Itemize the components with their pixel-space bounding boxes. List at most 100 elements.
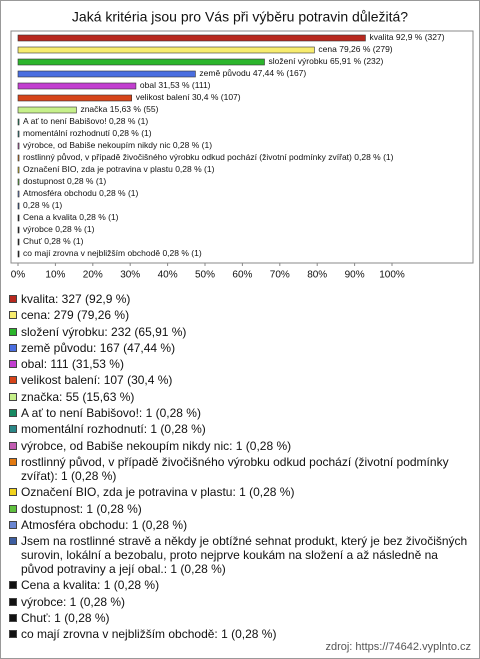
legend-label: co mají zrovna v nejbližším obchodě: 1 (… (21, 627, 277, 642)
legend-label: rostlinný původ, v případě živočišného v… (21, 454, 449, 483)
legend-entry: cena: 279 (79,26 %) (9, 308, 471, 322)
legend-label: Jsem na rostlinné stravě a někdy je obtí… (21, 534, 468, 577)
bar (17, 46, 315, 54)
value-label: 0,28 % (1) (55, 224, 94, 234)
legend-swatch (9, 327, 17, 336)
chart: Jaká kritéria jsou pro Vás při výběru po… (10, 9, 474, 281)
value-label: 0,28 % (1) (79, 212, 118, 222)
legend-entry: značka: 55 (15,63 %) (9, 390, 471, 404)
legend-entry: složení výrobku: 232 (65,91 %) (9, 325, 471, 339)
legend-swatch (9, 360, 17, 369)
legend-swatch (9, 343, 17, 352)
legend-entry: obal: 111 (31,53 %) (9, 357, 471, 371)
legend-entry: výrobce: 1 (0,28 %) (9, 595, 471, 609)
bar-label: A ať to není Babišovo! 0,28 % (1) (23, 116, 148, 126)
value-label: 0,28 % (1) (175, 164, 214, 174)
legend-label: složení výrobku: 232 (65,91 %) (21, 324, 187, 339)
bar-category: rostlinný původ, v případě živočišného v… (23, 152, 352, 162)
bar-category: výrobce, od Babiše nekoupím nikdy nic (23, 140, 171, 150)
legend-label: výrobce: 1 (0,28 %) (21, 594, 126, 609)
x-tick-label: 20% (83, 270, 103, 281)
legend-entry: A ať to není Babišovo!: 1 (0,28 %) (9, 406, 471, 420)
value-label: 47,44 % (167) (253, 68, 307, 78)
legend-swatch (9, 295, 17, 303)
legend-entry: co mají zrovna v nejbližším obchodě: 1 (… (9, 627, 471, 641)
legend-swatch (9, 630, 17, 639)
value-label: 0,28 % (1) (23, 200, 62, 210)
bar-label: značka 15,63 % (55) (80, 104, 158, 114)
bar-category: značka (80, 104, 107, 114)
legend-entry: momentální rozhodnutí: 1 (0,28 %) (9, 422, 471, 436)
legend-entry: Jsem na rostlinné stravě a někdy je obtí… (9, 534, 471, 576)
bar-label: Označení BIO, zda je potravina v plastu … (23, 164, 215, 174)
legend-label: velikost balení: 107 (30,4 %) (21, 373, 173, 388)
legend-label: obal: 111 (31,53 %) (21, 357, 124, 372)
legend-entry: Atmosféra obchodu: 1 (0,28 %) (9, 518, 471, 532)
bar-category: obal (140, 80, 156, 90)
x-tick-label: 30% (120, 270, 140, 281)
chart-title: Jaká kritéria jsou pro Vás při výběru po… (72, 9, 408, 25)
bar (17, 82, 137, 90)
bar (17, 130, 20, 138)
legend-swatch (9, 520, 17, 529)
legend-label: dostupnost: 1 (0,28 %) (21, 501, 142, 516)
value-label: 15,63 % (55) (110, 104, 159, 114)
legend-swatch (9, 392, 17, 401)
bar (17, 166, 20, 174)
bar-label: Cena a kvalita 0,28 % (1) (23, 212, 119, 222)
legend-label: Cena a kvalita: 1 (0,28 %) (21, 578, 160, 593)
bar (17, 106, 77, 114)
legend-label: momentální rozhodnutí: 1 (0,28 %) (21, 422, 206, 437)
bar (17, 58, 265, 66)
x-tick-label: 100% (379, 270, 405, 281)
value-label: 0,28 % (1) (67, 176, 106, 186)
bar-category: výrobce (23, 224, 53, 234)
x-tick-label: 80% (307, 270, 327, 281)
legend-entry: rostlinný původ, v případě živočišného v… (9, 455, 471, 483)
legend-label: Označení BIO, zda je potravina v plastu:… (21, 485, 295, 500)
bar-label: 0,28 % (1) (23, 200, 62, 210)
bar-label: země původu 47,44 % (167) (199, 68, 306, 78)
legend: kvalita: 327 (92,9 %) cena: 279 (79,26 %)… (9, 292, 471, 644)
bar (17, 154, 20, 162)
bar-label: co mají zrovna v nejbližším obchodě 0,28… (23, 248, 202, 258)
value-label: 30,4 % (107) (192, 92, 241, 102)
bar-category: momentální rozhodnutí (23, 128, 111, 138)
value-label: 79,26 % (279) (339, 44, 393, 54)
bar-category: kvalita (369, 32, 393, 42)
value-label: 92,9 % (327) (396, 32, 445, 42)
bar (17, 142, 20, 150)
legend-label: kvalita: 327 (92,9 %) (21, 292, 131, 306)
x-tick-label: 50% (195, 270, 215, 281)
legend-label: značka: 55 (15,63 %) (21, 389, 135, 404)
bar-category: A ať to není Babišovo! (23, 116, 107, 126)
source: zdroj: https://74642.vyplnto.cz (325, 641, 471, 653)
bar-label: výrobce, od Babiše nekoupím nikdy nic 0,… (23, 140, 212, 150)
bar-label: cena 79,26 % (279) (318, 44, 392, 54)
bar (17, 214, 20, 222)
bar (17, 34, 366, 42)
legend-swatch (9, 409, 17, 418)
bar-category: Cena a kvalita (23, 212, 77, 222)
x-tick-label: 10% (45, 270, 65, 281)
bar-label: kvalita 92,9 % (327) (369, 32, 444, 42)
legend-swatch (9, 376, 17, 385)
legend-label: Atmosféra obchodu: 1 (0,28 %) (21, 517, 188, 532)
legend-label: cena: 279 (79,26 %) (21, 308, 130, 323)
bar (17, 118, 20, 126)
legend-swatch (9, 581, 17, 590)
legend-entry: Cena a kvalita: 1 (0,28 %) (9, 578, 471, 592)
legend-entry: výrobce, od Babiše nekoupím nikdy nic: 1… (9, 439, 471, 453)
legend-entry: kvalita: 327 (92,9 %) (9, 292, 471, 306)
bar-category: země původu (199, 68, 250, 78)
x-tick-label: 60% (232, 270, 252, 281)
bar-label: dostupnost 0,28 % (1) (23, 176, 106, 186)
value-label: 0,28 % (1) (354, 152, 393, 162)
legend-entry: dostupnost: 1 (0,28 %) (9, 502, 471, 516)
bar-label: Atmosféra obchodu 0,28 % (1) (23, 188, 138, 198)
bar-label: momentální rozhodnutí 0,28 % (1) (23, 128, 152, 138)
legend-swatch (9, 311, 17, 320)
x-tick-label: 40% (158, 270, 178, 281)
bar-label: složení výrobku 65,91 % (232) (269, 56, 384, 66)
